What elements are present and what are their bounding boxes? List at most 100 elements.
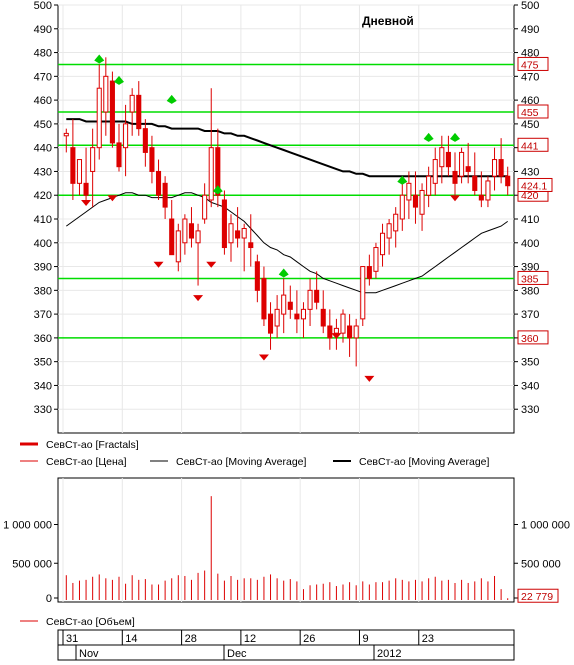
fractal-down-marker	[206, 261, 217, 268]
candle	[202, 183, 208, 224]
candle-body	[215, 147, 221, 196]
level-tag-box	[517, 330, 549, 345]
candle	[63, 128, 69, 153]
candle-body	[281, 294, 287, 315]
date-day-label: 23	[422, 633, 434, 645]
candle-body	[439, 147, 445, 168]
price-tick-label: 450	[34, 119, 52, 131]
candle-body	[498, 159, 504, 177]
candle	[465, 142, 471, 184]
candle	[90, 128, 96, 208]
candle	[439, 135, 445, 184]
candle-body	[360, 266, 366, 320]
price-tick-label: 420	[34, 190, 52, 202]
volume-plot-area[interactable]	[57, 477, 515, 603]
candle	[419, 183, 425, 231]
last-price-tag-label: 424.1	[521, 180, 547, 192]
candle-body	[175, 230, 181, 263]
fractal-down-marker	[450, 195, 460, 202]
candle-body	[340, 313, 346, 334]
level-tag-label: 385	[521, 273, 539, 285]
candle	[254, 254, 260, 303]
candle-body	[432, 159, 438, 184]
candle-body	[465, 166, 471, 172]
candle-body	[445, 151, 451, 168]
candle-body	[162, 182, 168, 208]
date-day-label: 9	[362, 633, 368, 645]
candle	[267, 302, 274, 350]
candle	[129, 88, 135, 136]
candle	[366, 254, 372, 286]
candle	[274, 295, 280, 338]
level-tag-box	[517, 56, 549, 71]
candle-body	[70, 147, 76, 184]
legend-label: СевСт-ао [Fractals]	[46, 439, 139, 451]
candle-body	[333, 327, 339, 334]
candle	[188, 207, 195, 248]
candle-body	[202, 194, 208, 220]
price-tick-label: 400	[34, 238, 52, 250]
candle	[136, 81, 142, 136]
candle	[393, 207, 399, 248]
date-day-label: 12	[244, 633, 256, 645]
price-tick-label: 490	[34, 24, 52, 36]
candle	[162, 176, 168, 219]
candle-body	[96, 87, 102, 149]
candle	[287, 285, 293, 319]
price-tick-label: 360	[34, 333, 52, 345]
legend-label: СевСт-ао [Moving Average]	[359, 456, 490, 468]
price-tick-label: 480	[34, 48, 52, 60]
candle	[491, 147, 498, 191]
candle-body	[182, 218, 188, 244]
level-tag-label: 420	[521, 190, 539, 202]
price-tick-label: 500	[34, 0, 52, 12]
candle-body	[307, 289, 313, 310]
candle-body	[109, 80, 115, 144]
candle-body	[169, 218, 175, 256]
candle	[208, 88, 214, 208]
candle	[123, 104, 129, 177]
price-tick-label: 410	[521, 214, 539, 226]
candle	[182, 214, 188, 255]
fractal-up-marker	[166, 94, 177, 104]
price-tick-label: 450	[521, 119, 539, 131]
candle	[412, 171, 419, 224]
price-tick-label: 460	[34, 95, 52, 107]
price-tick-label: 390	[521, 262, 539, 274]
legend-label: СевСт-ао [Цена]	[46, 456, 127, 468]
level-tag-box	[517, 137, 549, 152]
candle-body	[399, 194, 405, 220]
candle-body	[103, 75, 109, 113]
candle	[340, 309, 346, 343]
volume-tick-label: 1 000 000	[521, 520, 570, 532]
candle	[96, 64, 102, 160]
moving-average-short	[66, 192, 508, 294]
candle-body	[485, 180, 491, 201]
candle-body	[373, 247, 379, 272]
candle-body	[491, 159, 498, 177]
volume-last-tag-box	[517, 588, 559, 603]
candle	[83, 147, 89, 200]
candle	[426, 166, 432, 208]
candle-body	[478, 194, 484, 201]
candle-body	[366, 266, 372, 279]
candle-body	[406, 182, 412, 201]
candle	[452, 152, 458, 196]
candle	[445, 135, 451, 177]
price-tick-label: 470	[34, 71, 52, 83]
candle	[505, 166, 511, 196]
candle-body	[459, 151, 465, 177]
date-axis: 31 14 28 12 26 9 23 Nov Dec 2012	[57, 629, 515, 661]
level-tag-label: 455	[521, 107, 539, 119]
candle-body	[248, 242, 254, 249]
candle-body	[221, 199, 227, 249]
candle-body	[155, 170, 162, 196]
candle-body	[149, 147, 155, 172]
volume-axis-left: 0 500 000 1 000 000	[3, 520, 58, 605]
volume-tick-label: 0	[46, 593, 52, 605]
legend-label: СевСт-ао [Moving Average]	[176, 456, 307, 468]
candle	[320, 290, 326, 334]
date-day-label: 28	[185, 633, 197, 645]
fractal-up-marker	[94, 54, 105, 64]
